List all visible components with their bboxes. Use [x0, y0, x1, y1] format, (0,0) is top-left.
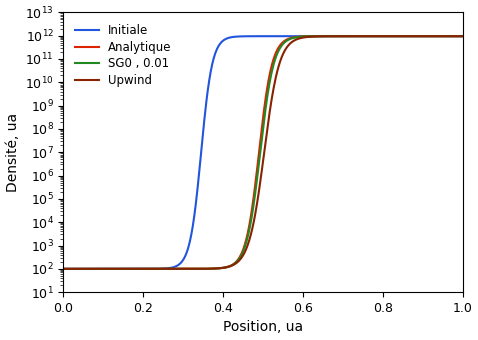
Upwind	[315, 34, 321, 38]
Initiale	[293, 34, 298, 38]
SG0 , 0.01	[363, 34, 369, 38]
Analytique	[315, 34, 321, 38]
Initiale	[363, 34, 369, 38]
Initiale	[85, 267, 91, 271]
Analytique	[61, 267, 66, 271]
Initiale	[460, 34, 466, 38]
SG0 , 0.01	[315, 34, 321, 38]
Analytique	[85, 267, 91, 271]
Upwind	[293, 38, 298, 42]
SG0 , 0.01	[303, 34, 308, 38]
Initiale	[404, 34, 410, 38]
Upwind	[303, 35, 308, 39]
Legend: Initiale, Analytique, SG0 , 0.01, Upwind: Initiale, Analytique, SG0 , 0.01, Upwind	[69, 18, 178, 93]
Analytique	[293, 35, 298, 39]
Upwind	[85, 267, 91, 271]
Line: Upwind: Upwind	[64, 36, 463, 269]
SG0 , 0.01	[404, 34, 410, 38]
SG0 , 0.01	[293, 35, 298, 39]
Upwind	[460, 34, 466, 38]
Upwind	[404, 34, 410, 38]
Upwind	[363, 34, 369, 38]
Initiale	[61, 267, 66, 271]
SG0 , 0.01	[61, 267, 66, 271]
Line: SG0 , 0.01: SG0 , 0.01	[64, 36, 463, 269]
X-axis label: Position, ua: Position, ua	[223, 320, 303, 335]
SG0 , 0.01	[460, 34, 466, 38]
Line: Analytique: Analytique	[64, 36, 463, 269]
Line: Initiale: Initiale	[64, 36, 463, 269]
Analytique	[363, 34, 369, 38]
Analytique	[404, 34, 410, 38]
Analytique	[303, 34, 308, 38]
Y-axis label: Densité, ua: Densité, ua	[6, 113, 20, 192]
Upwind	[61, 267, 66, 271]
Initiale	[405, 34, 411, 38]
Initiale	[303, 34, 308, 38]
Analytique	[460, 34, 466, 38]
Initiale	[315, 34, 321, 38]
SG0 , 0.01	[85, 267, 91, 271]
